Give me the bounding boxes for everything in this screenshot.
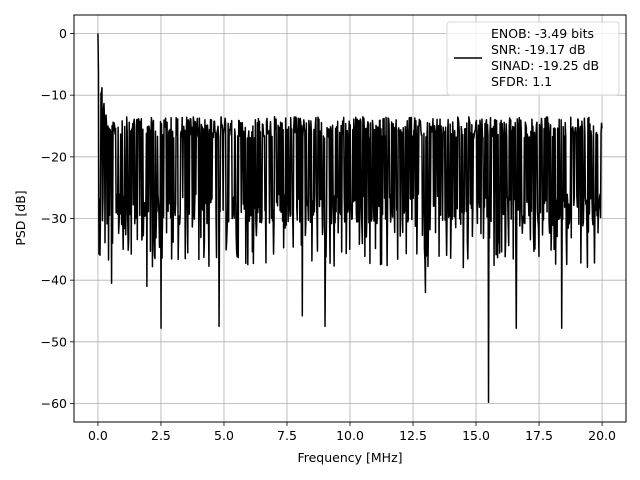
- y-tick-label: −60: [41, 396, 67, 411]
- legend-entry-enob: ENOB: -3.49 bits: [491, 26, 594, 41]
- x-tick-label: 7.5: [277, 428, 297, 443]
- x-axis-ticks: 0.0 2.5 5.0 7.5 10.0 12.5 15.0 17.5 20.0: [88, 422, 616, 443]
- y-axis-label: PSD [dB]: [13, 190, 28, 245]
- y-tick-label: −50: [41, 334, 67, 349]
- y-tick-label: −40: [41, 273, 67, 288]
- legend-box: [446, 21, 620, 96]
- y-tick-label: −20: [41, 149, 67, 164]
- psd-series-line: [97, 33, 603, 404]
- x-axis-label: Frequency [MHz]: [297, 450, 402, 465]
- plot-area: [97, 33, 603, 404]
- x-tick-label: 0.0: [88, 428, 108, 443]
- x-tick-label: 2.5: [151, 428, 171, 443]
- x-tick-label: 20.0: [588, 428, 616, 443]
- x-tick-label: 5.0: [214, 428, 234, 443]
- x-tick-label: 15.0: [462, 428, 490, 443]
- x-tick-label: 12.5: [399, 428, 427, 443]
- legend-entry-sfdr: SFDR: 1.1: [491, 74, 552, 89]
- legend-entry-snr: SNR: -19.17 dB: [491, 42, 586, 57]
- y-tick-label: −30: [41, 211, 67, 226]
- y-tick-label: −10: [41, 88, 67, 103]
- y-axis-ticks: 0 −10 −20 −30 −40 −50 −60: [41, 26, 74, 411]
- y-tick-label: 0: [59, 26, 67, 41]
- legend-entry-sinad: SINAD: -19.25 dB: [491, 58, 599, 73]
- x-tick-label: 10.0: [336, 428, 364, 443]
- x-tick-label: 17.5: [525, 428, 553, 443]
- legend: ENOB: -3.49 bits SNR: -19.17 dB SINAD: -…: [446, 21, 620, 96]
